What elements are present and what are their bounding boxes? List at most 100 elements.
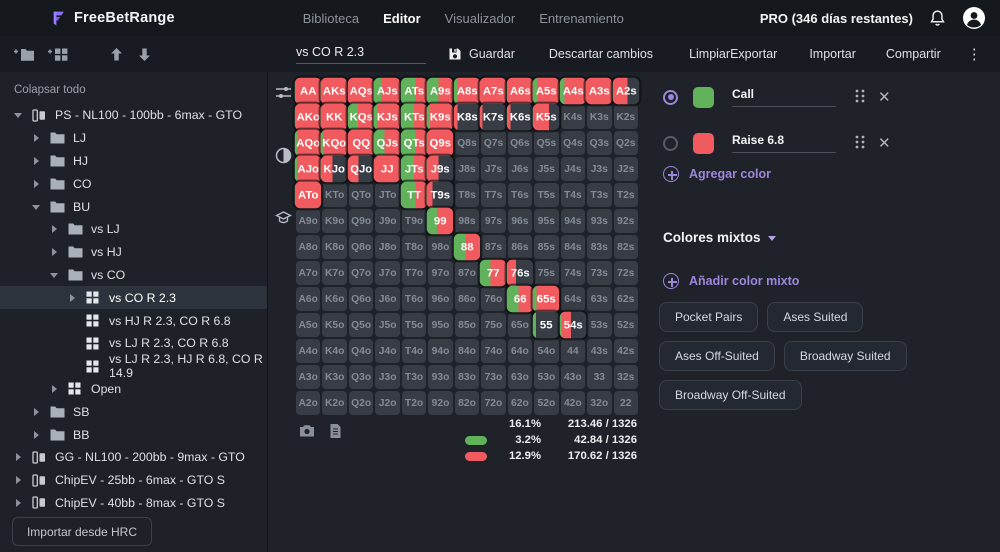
hand-cell-93s[interactable]: 93s bbox=[587, 209, 612, 233]
hand-cell-ato[interactable]: ATo bbox=[294, 181, 322, 209]
hand-cell-j7o[interactable]: J7o bbox=[375, 261, 400, 285]
tree-item-chipev-40bb-8max-gto-s[interactable]: ChipEV - 40bb - 8max - GTO S bbox=[0, 492, 267, 515]
hand-cell-kqs[interactable]: KQs bbox=[347, 103, 375, 131]
remove-color-icon[interactable]: ✕ bbox=[878, 88, 891, 106]
hand-cell-t4s[interactable]: T4s bbox=[560, 183, 586, 207]
hand-cell-j4o[interactable]: J4o bbox=[375, 339, 400, 363]
hand-cell-k8s[interactable]: K8s bbox=[453, 103, 481, 131]
hand-cell-53s[interactable]: 53s bbox=[587, 313, 612, 337]
hand-cell-43s[interactable]: 43s bbox=[587, 339, 612, 363]
hand-cell-k6s[interactable]: K6s bbox=[506, 103, 534, 131]
hand-cell-86o[interactable]: 86o bbox=[454, 287, 480, 311]
hand-cell-q4s[interactable]: Q4s bbox=[560, 131, 586, 155]
hand-cell-k7o[interactable]: K7o bbox=[322, 261, 347, 285]
hand-cell-qjs[interactable]: QJs bbox=[374, 129, 402, 157]
hand-cell-aa[interactable]: AA bbox=[294, 77, 322, 105]
hand-cell-99[interactable]: 99 bbox=[427, 207, 454, 235]
hand-cell-q3o[interactable]: Q3o bbox=[348, 365, 374, 389]
hand-cell-t9o[interactable]: T9o bbox=[401, 209, 427, 233]
color-name-input[interactable]: Raise 6.8 bbox=[732, 133, 836, 153]
caret-right-icon[interactable] bbox=[68, 293, 78, 303]
drag-handle-icon[interactable] bbox=[855, 135, 865, 151]
tree-item-vs-co-r-2-3[interactable]: vs CO R 2.3 bbox=[0, 286, 267, 310]
hand-cell-66[interactable]: 66 bbox=[506, 285, 534, 313]
hand-cell-j7s[interactable]: J7s bbox=[481, 157, 506, 181]
hand-cell-ako[interactable]: AKo bbox=[294, 103, 322, 131]
tree-item-chipev-25bb-6max-gto-s[interactable]: ChipEV - 25bb - 6max - GTO S bbox=[0, 469, 267, 492]
hand-cell-q6s[interactable]: Q6s bbox=[507, 131, 533, 155]
tree-item-gg-nl100-200bb-9max-gto[interactable]: GG - NL100 - 200bb - 9max - GTO bbox=[0, 446, 267, 469]
hand-cell-a3s[interactable]: A3s bbox=[585, 77, 613, 105]
preset-ases-off-suited[interactable]: Ases Off-Suited bbox=[659, 341, 775, 371]
caret-right-icon[interactable] bbox=[32, 156, 42, 166]
hand-cell-t8o[interactable]: T8o bbox=[401, 235, 427, 259]
hand-cell-q4o[interactable]: Q4o bbox=[348, 339, 374, 363]
hand-cell-q8s[interactable]: Q8s bbox=[454, 131, 480, 155]
tree-item-ps-nl100-100bb-6max-gto[interactable]: PS - NL100 - 100bb - 6max - GTO bbox=[0, 104, 267, 127]
hand-cell-43o[interactable]: 43o bbox=[560, 365, 586, 389]
hand-cell-j5s[interactable]: J5s bbox=[534, 157, 559, 181]
hand-cell-q5o[interactable]: Q5o bbox=[348, 313, 374, 337]
caret-down-icon[interactable] bbox=[14, 110, 24, 120]
hand-cell-t7o[interactable]: T7o bbox=[401, 261, 427, 285]
hand-cell-j6s[interactable]: J6s bbox=[507, 157, 533, 181]
avatar-icon[interactable] bbox=[962, 6, 986, 30]
hand-cell-aqo[interactable]: AQo bbox=[294, 129, 322, 157]
hand-cell-qjo[interactable]: QJo bbox=[347, 155, 375, 183]
hand-cell-52o[interactable]: 52o bbox=[534, 391, 559, 415]
hand-cell-q7s[interactable]: Q7s bbox=[481, 131, 506, 155]
sliders-icon[interactable] bbox=[275, 84, 292, 101]
hand-cell-j8s[interactable]: J8s bbox=[454, 157, 480, 181]
hand-cell-a8o[interactable]: A8o bbox=[296, 235, 321, 259]
share-button[interactable]: Compartir bbox=[885, 47, 941, 61]
hand-cell-72o[interactable]: 72o bbox=[481, 391, 506, 415]
hand-cell-65s[interactable]: 65s bbox=[532, 285, 560, 313]
caret-right-icon[interactable] bbox=[50, 384, 60, 394]
color-swatch-raise-6-8[interactable] bbox=[693, 132, 714, 154]
hand-cell-85s[interactable]: 85s bbox=[534, 235, 559, 259]
hand-cell-t9s[interactable]: T9s bbox=[427, 181, 454, 209]
hand-cell-33[interactable]: 33 bbox=[587, 365, 612, 389]
hand-cell-a7o[interactable]: A7o bbox=[296, 261, 321, 285]
hand-cell-k2s[interactable]: K2s bbox=[613, 105, 638, 129]
hand-cell-k4o[interactable]: K4o bbox=[322, 339, 347, 363]
hand-cell-q7o[interactable]: Q7o bbox=[348, 261, 374, 285]
hand-cell-54o[interactable]: 54o bbox=[534, 339, 559, 363]
hand-cell-jto[interactable]: JTo bbox=[375, 183, 400, 207]
hand-cell-j4s[interactable]: J4s bbox=[560, 157, 586, 181]
hand-cell-54s[interactable]: 54s bbox=[559, 311, 587, 339]
collapse-all-button[interactable]: Colapsar todo bbox=[14, 84, 86, 96]
hand-cell-92o[interactable]: 92o bbox=[428, 391, 453, 415]
hand-cell-98o[interactable]: 98o bbox=[428, 235, 453, 259]
hand-cell-k6o[interactable]: K6o bbox=[322, 287, 347, 311]
hand-cell-72s[interactable]: 72s bbox=[613, 261, 638, 285]
hand-cell-k9s[interactable]: K9s bbox=[427, 103, 454, 131]
add-range-icon[interactable] bbox=[48, 47, 69, 62]
hand-cell-62o[interactable]: 62o bbox=[507, 391, 533, 415]
hand-cell-jj[interactable]: JJ bbox=[374, 155, 402, 183]
hand-cell-q9o[interactable]: Q9o bbox=[348, 209, 374, 233]
hand-cell-q3s[interactable]: Q3s bbox=[587, 131, 612, 155]
hand-cell-22[interactable]: 22 bbox=[613, 391, 638, 415]
hand-cell-kqo[interactable]: KQo bbox=[321, 129, 349, 157]
hand-cell-q2s[interactable]: Q2s bbox=[613, 131, 638, 155]
contrast-icon[interactable] bbox=[275, 147, 292, 164]
hand-cell-qto[interactable]: QTo bbox=[348, 183, 374, 207]
hand-cell-a6o[interactable]: A6o bbox=[296, 287, 321, 311]
hand-cell-86s[interactable]: 86s bbox=[507, 235, 533, 259]
hand-cell-ajo[interactable]: AJo bbox=[294, 155, 322, 183]
hand-cell-a9s[interactable]: A9s bbox=[427, 77, 454, 105]
hand-cell-88[interactable]: 88 bbox=[453, 233, 481, 261]
hand-cell-74s[interactable]: 74s bbox=[560, 261, 586, 285]
hand-cell-73o[interactable]: 73o bbox=[481, 365, 506, 389]
export-button[interactable]: Exportar bbox=[730, 47, 778, 61]
hand-cell-t7s[interactable]: T7s bbox=[481, 183, 506, 207]
tree-item-bu[interactable]: BU bbox=[0, 195, 267, 218]
hand-cell-tt[interactable]: TT bbox=[400, 181, 428, 209]
hand-cell-a7s[interactable]: A7s bbox=[479, 77, 507, 105]
caret-right-icon[interactable] bbox=[50, 224, 60, 234]
training-icon[interactable] bbox=[275, 210, 292, 227]
hand-cell-73s[interactable]: 73s bbox=[587, 261, 612, 285]
add-mixed-color-button[interactable]: Añadir color mixto bbox=[663, 273, 799, 289]
hand-cell-94s[interactable]: 94s bbox=[560, 209, 586, 233]
